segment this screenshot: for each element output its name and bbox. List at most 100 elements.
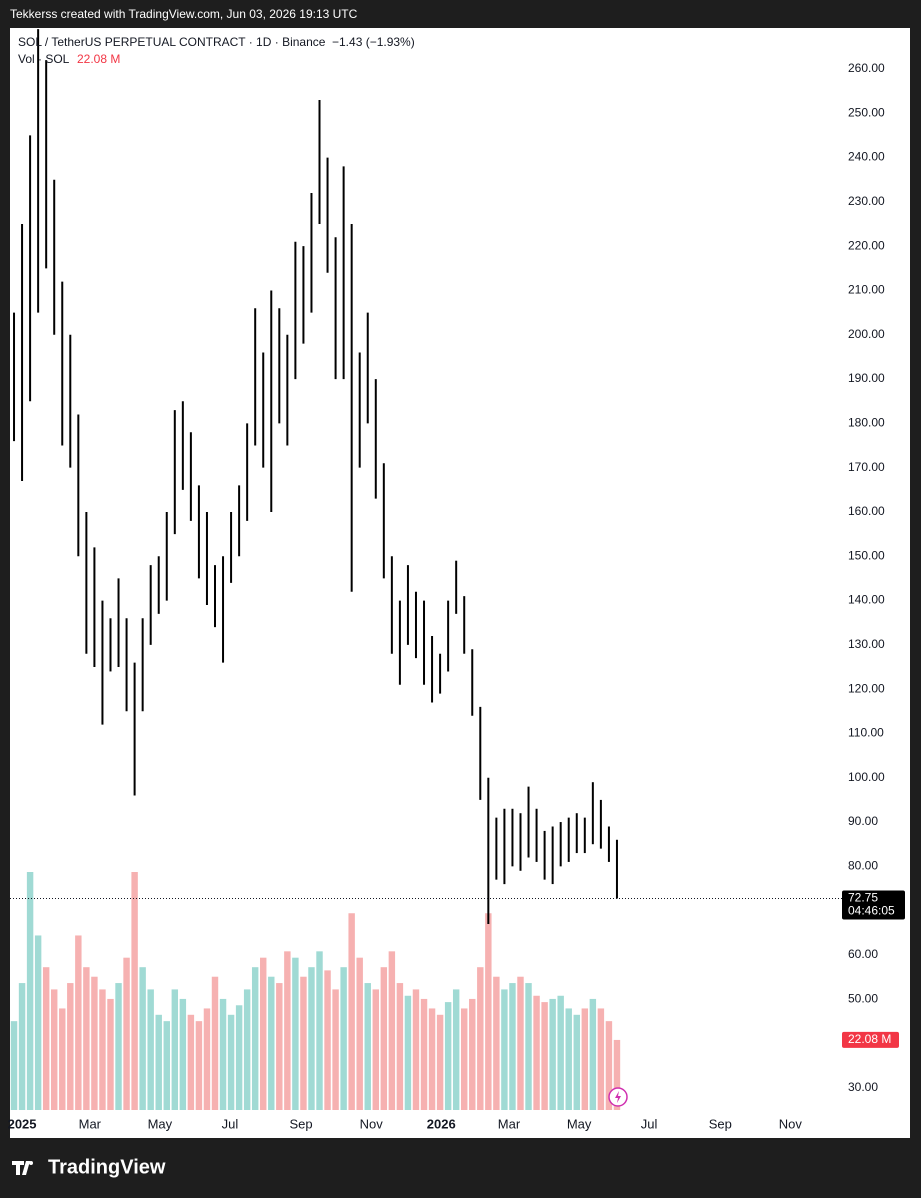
y-tick-label: 210.00 [848, 283, 885, 297]
volume-bar [123, 957, 130, 1110]
volume-bar [420, 998, 428, 1110]
volume-bar [179, 998, 187, 1110]
volume-bar [211, 976, 219, 1110]
y-tick-label: 80.00 [848, 859, 878, 873]
x-tick-label: Sep [709, 1116, 732, 1131]
volume-bar [549, 998, 556, 1110]
volume-bar [51, 989, 58, 1110]
volume-bar [573, 1014, 580, 1110]
volume-bar [115, 983, 122, 1110]
y-tick-label: 50.00 [848, 991, 878, 1005]
volume-bar [83, 967, 90, 1110]
y-tick-label: 120.00 [848, 681, 885, 695]
volume-bar [372, 989, 379, 1110]
volume-bar [292, 957, 299, 1110]
y-tick-label: 200.00 [848, 327, 885, 341]
volume-bar [525, 983, 532, 1110]
header: Tekkerss created with TradingView.com, J… [10, 7, 358, 21]
volume-bar [260, 957, 267, 1110]
volume-bar [597, 1008, 605, 1110]
volume-bar [316, 951, 323, 1110]
x-tick-label: Sep [290, 1116, 313, 1131]
volume-bar [219, 998, 227, 1110]
volume-bar [276, 983, 283, 1110]
volume-bar [380, 967, 388, 1110]
volume-bar [477, 967, 484, 1110]
volume-bar [300, 976, 307, 1110]
volume-bar [324, 970, 331, 1110]
volume-bar [557, 995, 564, 1110]
volume-bar [203, 1008, 211, 1110]
volume-bar [235, 1005, 243, 1110]
y-tick-label: 220.00 [848, 238, 885, 252]
logo: TradingView [12, 1156, 166, 1178]
x-tick-label: Mar [79, 1116, 102, 1131]
y-tick-label: 100.00 [848, 770, 885, 784]
last-price-box [842, 890, 905, 920]
alert-bolt [615, 1091, 621, 1103]
y-tick-label: 30.00 [848, 1080, 878, 1094]
volume-bar [589, 998, 597, 1110]
last-price-label: 72.75 [848, 891, 878, 905]
volume-bar [565, 1008, 572, 1110]
x-tick-label: May [567, 1116, 592, 1131]
volume-bar [91, 976, 98, 1110]
volume-bar [613, 1039, 621, 1110]
volume-bar [533, 995, 540, 1110]
x-tick-label: Jul [641, 1116, 658, 1131]
volume-bar [485, 913, 492, 1110]
volume-bar [332, 989, 339, 1110]
volume-bar [541, 1002, 548, 1110]
volume-bar [348, 913, 355, 1110]
volume-bar [171, 989, 179, 1110]
volume-bar [308, 967, 315, 1110]
volume-bar [581, 1008, 589, 1110]
volume-bar [42, 967, 50, 1110]
volume-bar [251, 967, 259, 1110]
volume-bar [18, 983, 26, 1110]
volume-bar [356, 957, 363, 1110]
y-tick-label: 170.00 [848, 460, 885, 474]
volume-bar [493, 976, 500, 1110]
logo-icon [12, 1161, 30, 1175]
volume-bar [155, 1014, 162, 1110]
y-tick-label: 250.00 [848, 105, 885, 119]
volume-bar [163, 1021, 170, 1110]
volume-bar [404, 995, 412, 1110]
volume-bar [396, 983, 404, 1110]
volume-bar [517, 976, 524, 1110]
volume-bar [428, 1008, 436, 1110]
volume-bar [444, 1002, 452, 1110]
y-tick-label: 260.00 [848, 61, 885, 75]
volume-bar [268, 976, 275, 1110]
x-tick-label: May [148, 1116, 173, 1131]
volume-bar [67, 983, 74, 1110]
x-tick-label: 2025 [8, 1116, 37, 1131]
chart-title: SOL / TetherUS PERPETUAL CONTRACT · 1D ·… [18, 35, 326, 49]
plot: 30.00 50.00 60.00 80.00 90.00 100.00 110.00 120… [8, 29, 905, 1131]
volume-bar [461, 1008, 468, 1110]
volume-bar [26, 872, 34, 1110]
y-tick-label: 60.00 [848, 947, 878, 961]
volume-bar [469, 998, 476, 1110]
y-tick-label: 140.00 [848, 593, 885, 607]
volume-label: 22.08 M [848, 1032, 891, 1046]
volume-bar [131, 872, 138, 1110]
y-tick-label: 110.00 [848, 726, 884, 740]
y-tick-label: 240.00 [848, 150, 885, 164]
x-tick-label: 2026 [427, 1116, 456, 1131]
volume-bar [284, 951, 291, 1110]
chart-panel [10, 28, 910, 1138]
y-tick-label: 150.00 [848, 548, 885, 562]
volume-bar [187, 1014, 195, 1110]
volume-bar [147, 989, 154, 1110]
countdown: 04:46:05 [848, 904, 895, 918]
logo-dot [29, 1161, 33, 1165]
x-tick-label: Nov [779, 1116, 803, 1131]
y-tick-label: 160.00 [848, 504, 885, 518]
y-tick-label: 190.00 [848, 371, 885, 385]
volume-bar [340, 967, 347, 1110]
x-tick-label: Jul [222, 1116, 239, 1131]
volume-bar [388, 951, 396, 1110]
